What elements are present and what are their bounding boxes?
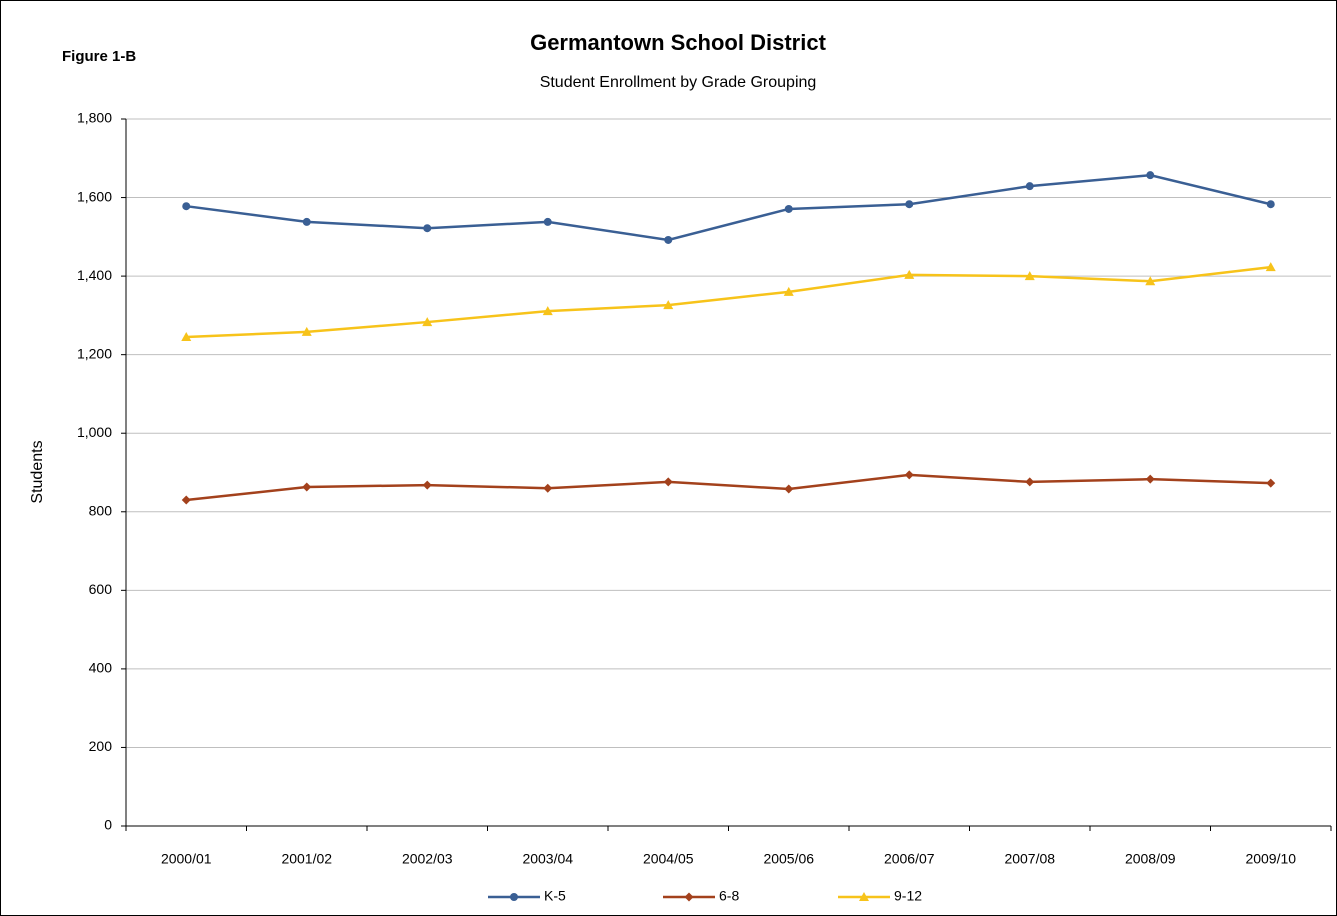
data-point bbox=[1025, 477, 1035, 487]
data-point bbox=[1024, 271, 1035, 281]
y-tick-label: 0 bbox=[104, 817, 112, 833]
x-tick-label: 2002/03 bbox=[402, 851, 453, 867]
data-point bbox=[904, 470, 914, 480]
legend-marker bbox=[684, 892, 694, 902]
y-tick-label: 1,400 bbox=[77, 267, 112, 283]
y-tick-label: 800 bbox=[89, 502, 113, 518]
data-point bbox=[181, 495, 191, 505]
x-tick-label: 2000/01 bbox=[161, 851, 212, 867]
legend-marker bbox=[859, 892, 869, 901]
data-point bbox=[302, 217, 311, 226]
data-point bbox=[1145, 276, 1156, 286]
data-point bbox=[543, 483, 553, 493]
data-point bbox=[784, 204, 793, 213]
data-point bbox=[905, 200, 914, 209]
y-tick-label: 1,200 bbox=[77, 345, 112, 361]
data-point bbox=[301, 326, 312, 336]
x-tick-label: 2004/05 bbox=[643, 851, 694, 867]
data-point bbox=[542, 306, 553, 316]
data-point bbox=[783, 286, 794, 296]
legend-marker bbox=[510, 893, 518, 901]
legend-label: 9-12 bbox=[894, 888, 922, 904]
series-line bbox=[186, 173, 1272, 242]
legend-label: K-5 bbox=[544, 888, 566, 904]
data-point bbox=[1266, 200, 1275, 209]
x-tick-label: 2009/10 bbox=[1245, 851, 1296, 867]
y-tick-label: 1,600 bbox=[77, 188, 112, 204]
chart-subtitle: Student Enrollment by Grade Grouping bbox=[540, 74, 817, 91]
data-point bbox=[904, 269, 915, 279]
y-tick-label: 400 bbox=[89, 660, 113, 676]
data-point bbox=[1146, 171, 1155, 180]
y-tick-label: 1,000 bbox=[77, 424, 112, 440]
data-point bbox=[663, 300, 674, 310]
x-tick-label: 2008/09 bbox=[1125, 851, 1176, 867]
data-point bbox=[422, 317, 433, 327]
data-point bbox=[664, 235, 673, 244]
data-point bbox=[1266, 478, 1276, 488]
data-point bbox=[663, 477, 673, 487]
legend-label: 6-8 bbox=[719, 888, 739, 904]
data-point bbox=[423, 224, 432, 233]
x-tick-label: 2001/02 bbox=[281, 851, 332, 867]
data-point bbox=[1025, 182, 1034, 191]
x-tick-label: 2006/07 bbox=[884, 851, 935, 867]
data-point bbox=[302, 482, 312, 492]
x-tick-label: 2005/06 bbox=[763, 851, 814, 867]
figure-label: Figure 1-B bbox=[62, 48, 136, 65]
data-point bbox=[1145, 474, 1155, 484]
data-point bbox=[543, 217, 552, 226]
chart-title: Germantown School District bbox=[530, 30, 826, 55]
data-point bbox=[1265, 262, 1276, 272]
x-tick-label: 2007/08 bbox=[1004, 851, 1055, 867]
data-point bbox=[181, 331, 192, 341]
data-point bbox=[182, 202, 191, 211]
y-tick-label: 600 bbox=[89, 581, 113, 597]
y-tick-label: 200 bbox=[89, 738, 113, 754]
data-point bbox=[422, 480, 432, 490]
x-tick-label: 2003/04 bbox=[522, 851, 573, 867]
series-line bbox=[186, 473, 1271, 502]
series-line bbox=[186, 265, 1271, 339]
y-tick-label: 1,800 bbox=[77, 110, 112, 126]
data-point bbox=[784, 484, 794, 494]
y-axis-label: Students bbox=[29, 440, 46, 503]
